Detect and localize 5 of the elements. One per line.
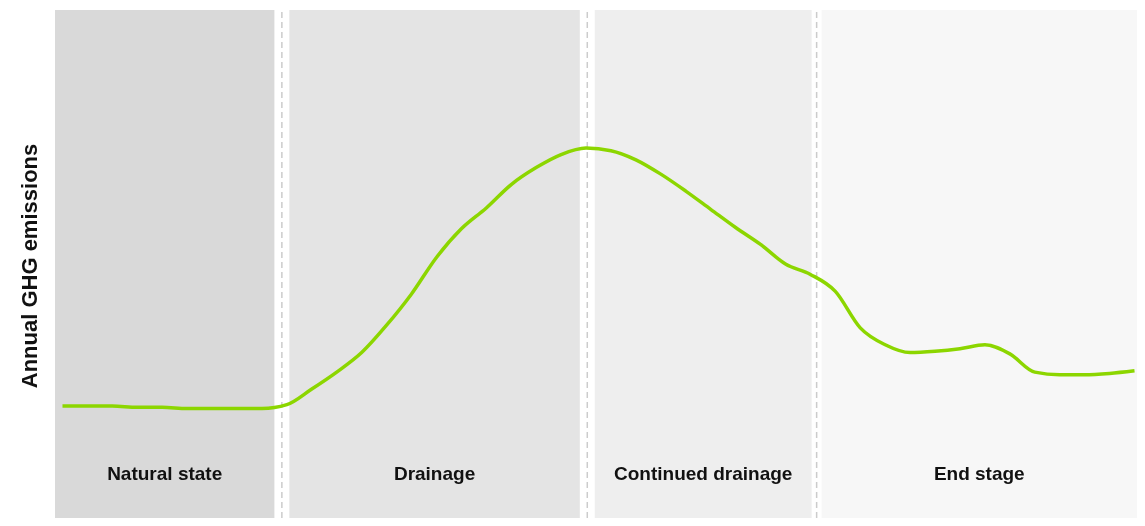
text: End stage <box>933 463 1025 484</box>
y-axis-title: Annual GHG emissions <box>17 142 43 391</box>
text: Drainage <box>393 463 476 484</box>
text: Natural state <box>107 463 223 484</box>
text: Continued drainage <box>614 463 793 484</box>
